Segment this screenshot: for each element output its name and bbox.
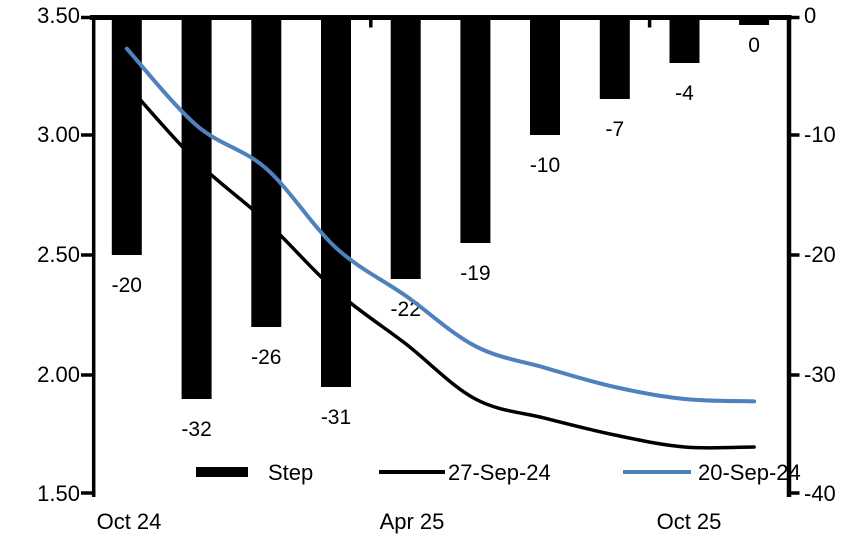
right-axis-tick-label: -40 xyxy=(804,481,836,506)
bar-step xyxy=(599,15,630,99)
bar-step xyxy=(530,15,560,135)
bar-value-label: -26 xyxy=(251,346,281,369)
legend-swatch-20-sep-24 xyxy=(623,470,691,474)
line-20-sep-24 xyxy=(124,46,757,404)
legend-label-27-sep-24: 27-Sep-24 xyxy=(448,460,551,485)
legend-swatch-step xyxy=(196,467,248,477)
bar-step xyxy=(739,15,770,25)
bar-value-label: 0 xyxy=(748,34,760,57)
bar-value-label: -31 xyxy=(321,406,351,429)
bar-step xyxy=(460,15,491,243)
bar-value-label: -22 xyxy=(391,298,421,321)
x-axis-tick-label: Oct 25 xyxy=(656,509,722,534)
bar-value-label: -10 xyxy=(530,154,560,177)
x-axis-tick-label: Apr 25 xyxy=(379,509,445,534)
bar-step xyxy=(111,15,142,255)
legend-label-step: Step xyxy=(268,460,314,485)
right-axis-tick-label: -30 xyxy=(804,362,836,387)
left-axis-tick-label: 3.50 xyxy=(37,3,80,28)
bar-step xyxy=(251,15,282,327)
bar-value-label: -20 xyxy=(112,274,142,297)
left-axis-tick-label: 2.50 xyxy=(37,242,80,267)
bar-value-label: -4 xyxy=(675,82,694,105)
bar-value-label: -32 xyxy=(181,418,211,441)
right-axis-tick-label: -20 xyxy=(804,242,836,267)
bar-value-label: -19 xyxy=(460,262,490,285)
x-axis-tick-label: Oct 24 xyxy=(96,509,162,534)
legend-swatch-27-sep-24 xyxy=(379,470,445,474)
left-axis-tick-label: 3.00 xyxy=(37,122,80,147)
left-axis-tick-label: 1.50 xyxy=(37,481,80,506)
right-axis-tick-label: 0 xyxy=(804,3,817,28)
bar-step xyxy=(390,15,421,279)
bar-step xyxy=(181,15,212,399)
bar-step xyxy=(669,15,700,63)
legend-label-20-sep-24: 20-Sep-24 xyxy=(698,460,801,485)
line-27-sep-24 xyxy=(125,82,756,450)
bar-value-label: -7 xyxy=(605,118,624,141)
bar-step xyxy=(321,15,351,387)
right-axis-tick-label: -10 xyxy=(804,122,836,147)
left-axis-tick-label: 2.00 xyxy=(37,362,80,387)
